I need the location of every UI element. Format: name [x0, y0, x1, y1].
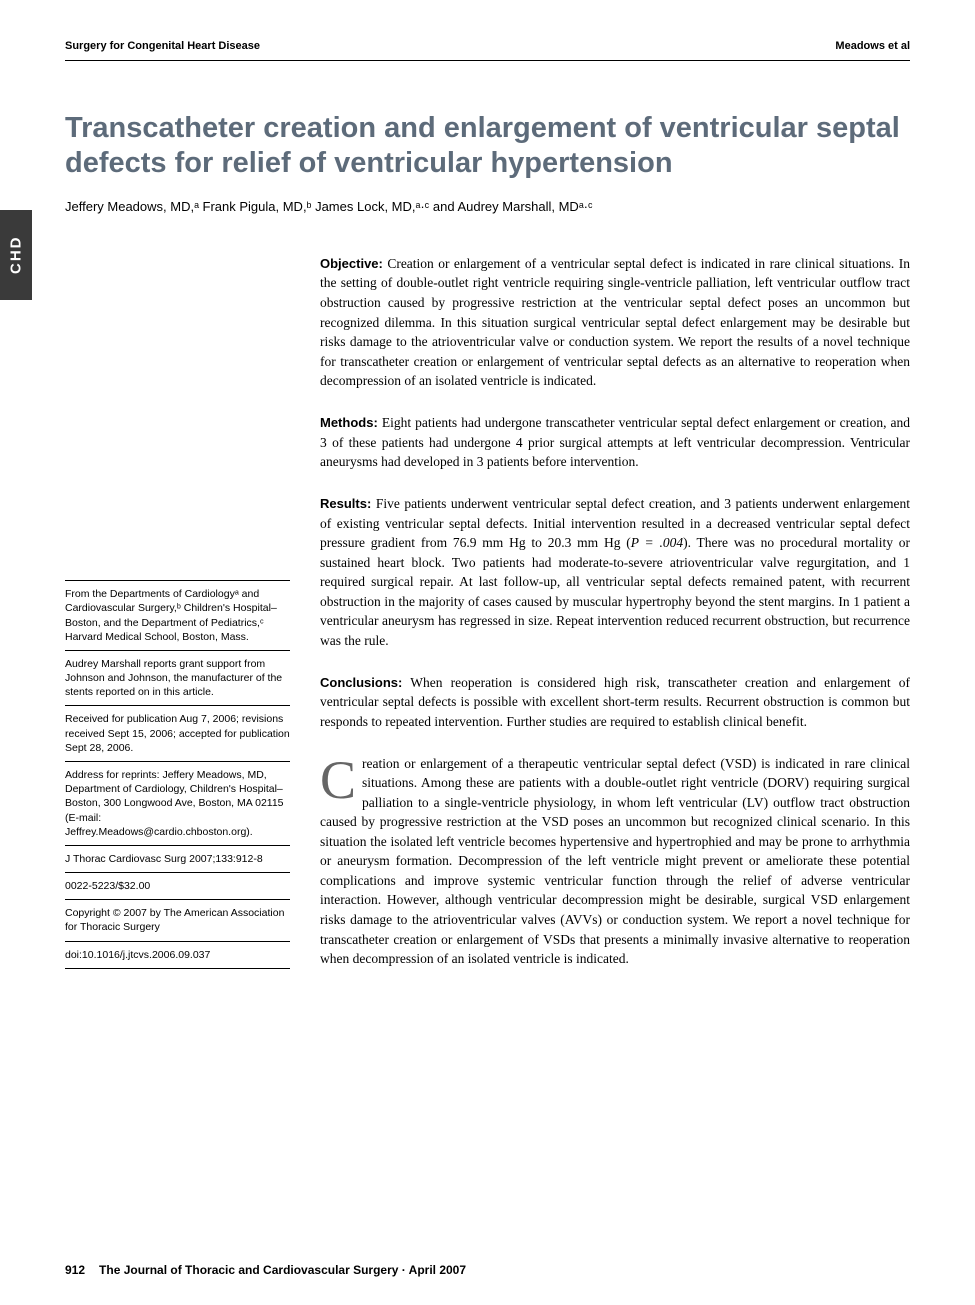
page-footer: 912 The Journal of Thoracic and Cardiova…	[65, 1263, 910, 1277]
header-authors: Meadows et al	[835, 40, 910, 52]
article-meta: From the Departments of Cardiologyᵃ and …	[65, 580, 290, 968]
meta-disclosure: Audrey Marshall reports grant support fr…	[65, 651, 290, 707]
left-column: From the Departments of Cardiologyᵃ and …	[65, 254, 290, 969]
body-paragraph-1: Creation or enlargement of a therapeutic…	[320, 754, 910, 969]
abstract-label-methods: Methods:	[320, 415, 378, 430]
section-tab: CHD	[0, 210, 32, 300]
content-area: From the Departments of Cardiologyᵃ and …	[65, 254, 910, 969]
article-title: Transcatheter creation and enlargement o…	[65, 111, 910, 181]
running-header: Surgery for Congenital Heart Disease Mea…	[65, 40, 910, 52]
abstract-label-conclusions: Conclusions:	[320, 675, 402, 690]
p-value: P = .004	[631, 535, 683, 550]
abstract-methods: Methods: Eight patients had undergone tr…	[320, 413, 910, 472]
right-column: Objective: Creation or enlargement of a …	[320, 254, 910, 969]
dropcap: C	[320, 754, 362, 804]
body-text-1: reation or enlargement of a therapeutic …	[320, 756, 910, 967]
abstract-text-objective: Creation or enlargement of a ventricular…	[320, 256, 910, 389]
abstract-label-objective: Objective:	[320, 256, 383, 271]
meta-citation: J Thorac Cardiovasc Surg 2007;133:912-8	[65, 846, 290, 873]
header-rule	[65, 60, 910, 61]
meta-issn: 0022-5223/$32.00	[65, 873, 290, 900]
abstract-text-methods: Eight patients had undergone transcathet…	[320, 415, 910, 469]
abstract-results: Results: Five patients underwent ventric…	[320, 494, 910, 651]
meta-dates: Received for publication Aug 7, 2006; re…	[65, 706, 290, 762]
meta-doi: doi:10.1016/j.jtcvs.2006.09.037	[65, 942, 290, 969]
abstract-objective: Objective: Creation or enlargement of a …	[320, 254, 910, 391]
abstract-text-results-b: ). There was no procedural mortality or …	[320, 535, 910, 648]
meta-affiliation: From the Departments of Cardiologyᵃ and …	[65, 580, 290, 651]
abstract-text-conclusions: When reoperation is considered high risk…	[320, 675, 910, 729]
abstract-label-results: Results:	[320, 496, 371, 511]
footer-journal: The Journal of Thoracic and Cardiovascul…	[99, 1263, 466, 1277]
abstract-conclusions: Conclusions: When reoperation is conside…	[320, 673, 910, 732]
header-section: Surgery for Congenital Heart Disease	[65, 40, 260, 52]
meta-reprints: Address for reprints: Jeffery Meadows, M…	[65, 762, 290, 846]
meta-copyright: Copyright © 2007 by The American Associa…	[65, 900, 290, 941]
page-number: 912	[65, 1263, 85, 1277]
author-line: Jeffery Meadows, MD,ᵃ Frank Pigula, MD,ᵇ…	[65, 199, 910, 214]
